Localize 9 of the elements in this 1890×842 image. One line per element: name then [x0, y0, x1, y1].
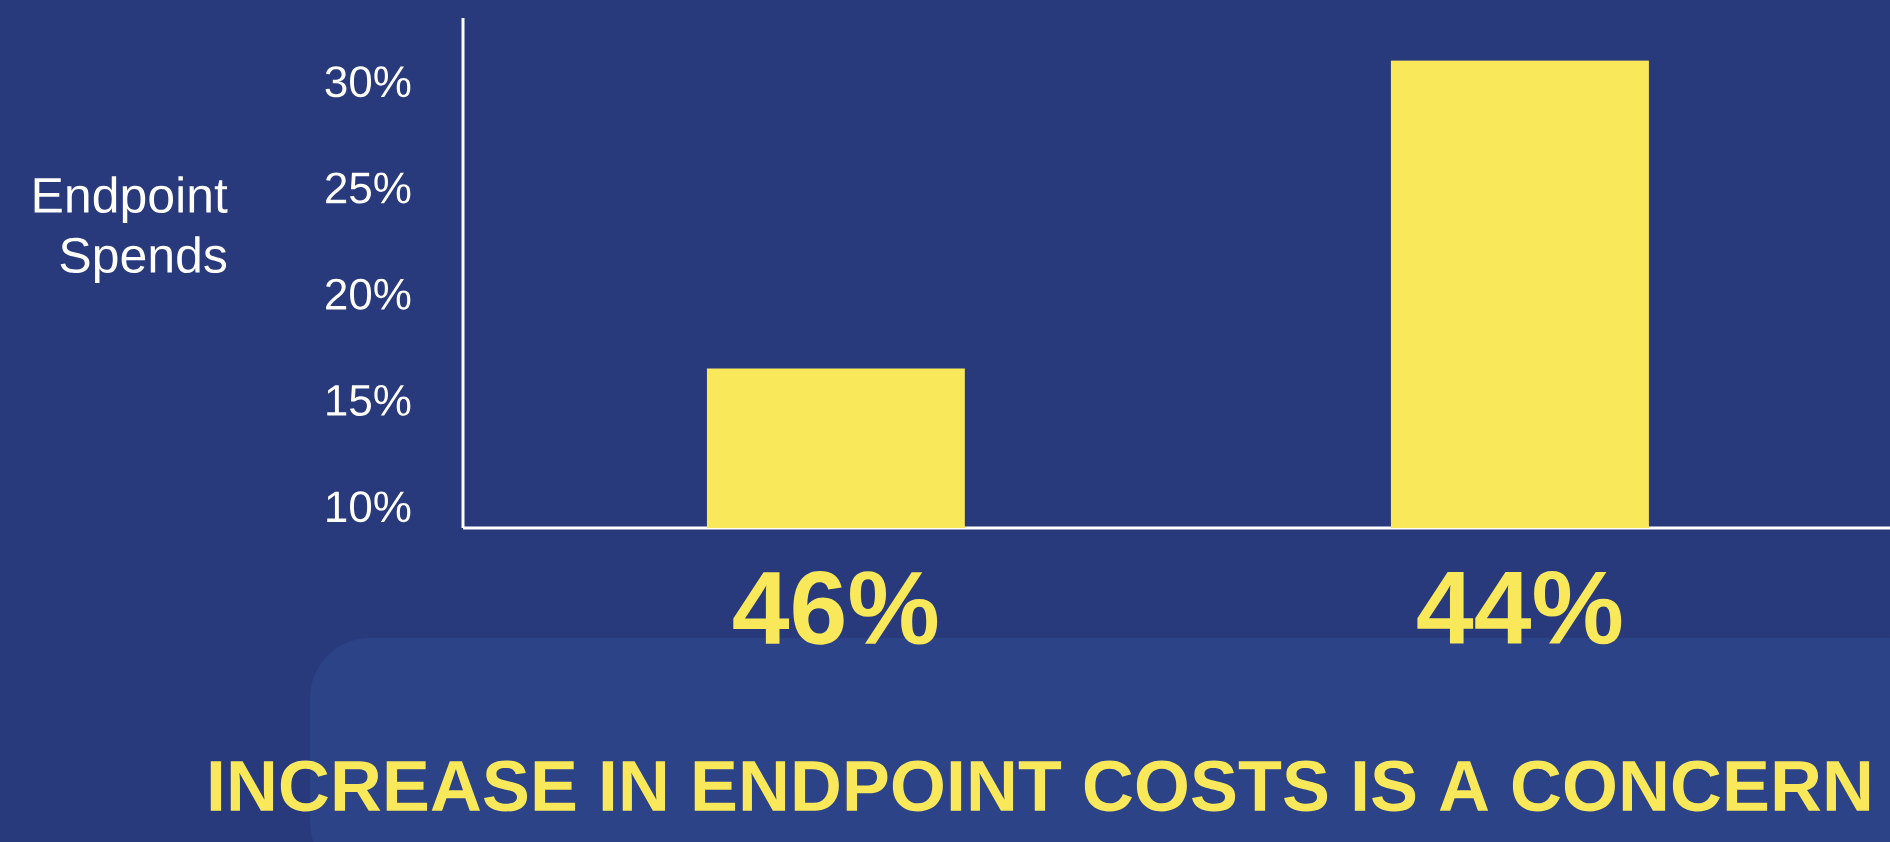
- y-tick-label: 15%: [327, 385, 411, 416]
- y-tick-label: 30%: [325, 66, 411, 98]
- text: INCREASE IN ENDPOINT COSTS IS A CONCERN: [210, 760, 1870, 812]
- x-tick-label: 44%: [1417, 571, 1622, 645]
- y-tick-label: 20%: [326, 278, 411, 310]
- y-tick-label: 10%: [327, 491, 411, 523]
- y-tick-label: 25%: [326, 172, 411, 204]
- y-axis-title: Endpoint Spends: [34, 176, 228, 283]
- x-tick-label: 46%: [733, 571, 938, 645]
